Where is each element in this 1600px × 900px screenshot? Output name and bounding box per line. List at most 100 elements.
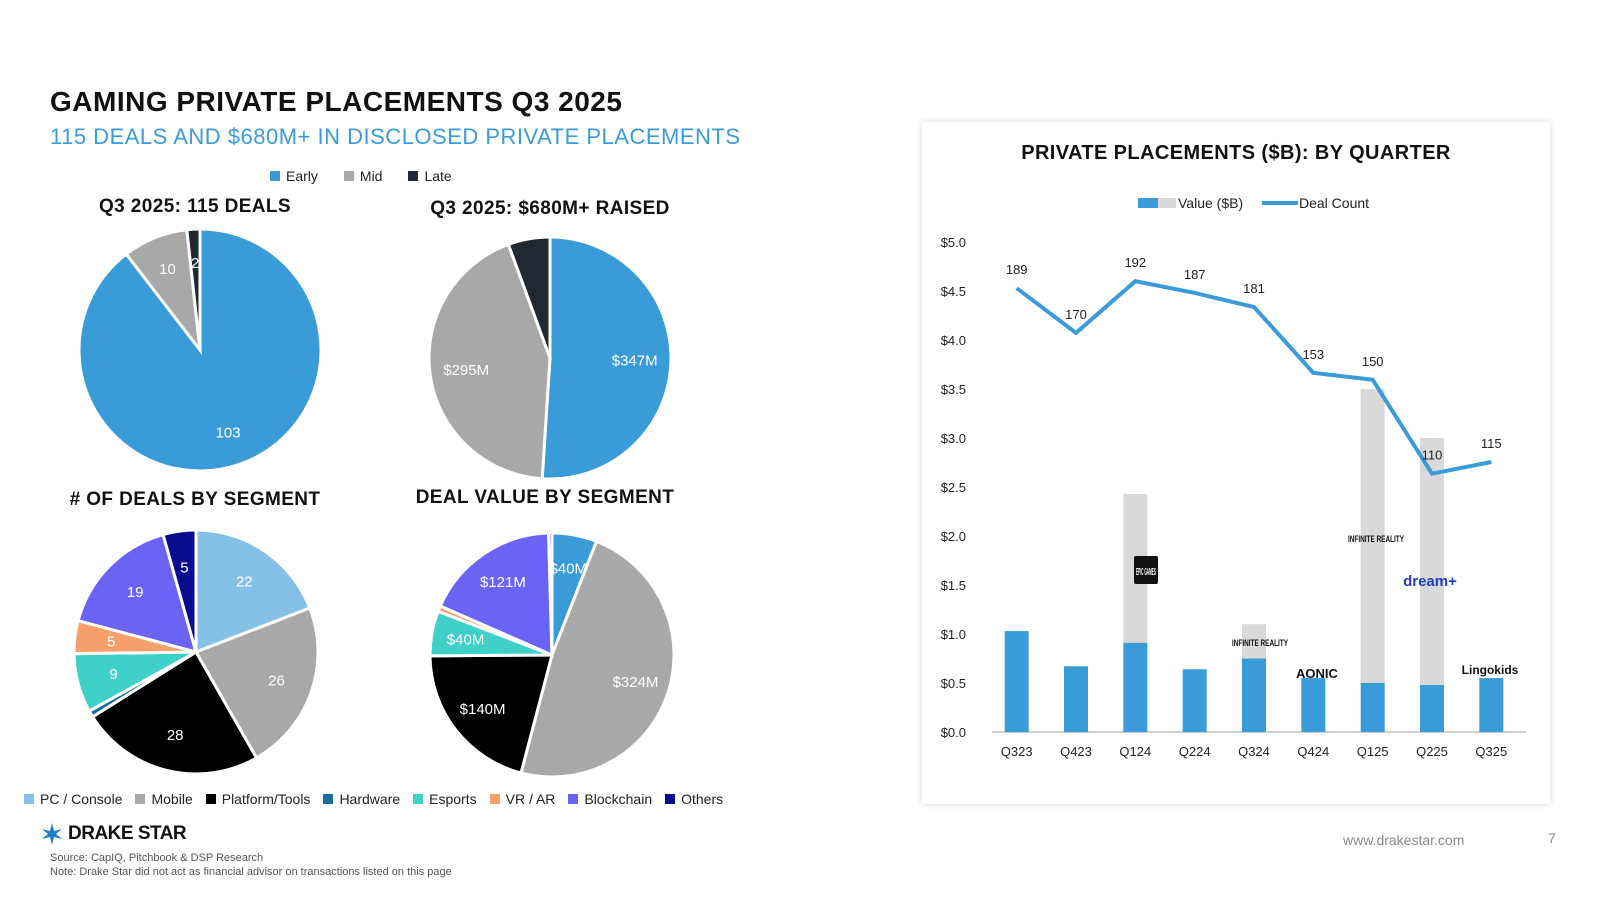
pie-stage-deals: 103 10 2 [77, 227, 323, 473]
deal-count-label: 170 [1065, 307, 1087, 322]
y-tick-label: $0.5 [941, 676, 966, 691]
bar-value-Q124 [1123, 642, 1148, 732]
pie-slice-label: 9 [109, 666, 117, 683]
legend-label: Hardware [339, 791, 401, 807]
pie-slice-label: 5 [107, 634, 115, 651]
legend-item-vr-ar: VR / AR [489, 791, 556, 807]
pie-slice-label: $121M [480, 574, 526, 591]
pie-slice-label: $324M [613, 674, 659, 691]
pie-slice-label: 103 [216, 425, 241, 442]
pie-title-deals: Q3 2025: 115 DEALS [98, 196, 292, 217]
y-tick-label: $2.5 [941, 480, 966, 495]
deal-count-label: 187 [1184, 267, 1206, 282]
legend-swatch-value-mega [1158, 198, 1176, 208]
page-number: 7 [1548, 830, 1556, 846]
bar-mega-Q125 [1360, 389, 1385, 683]
pie-segment-deals: 22 26 28 9 5 19 5 [72, 528, 320, 776]
legend-label: Mid [359, 168, 383, 184]
pie-slice [161, 528, 198, 653]
legend-swatch [24, 794, 34, 804]
pie-segment-value: $40M $324M $140M $40M $121M [428, 531, 676, 779]
y-tick-label: $2.0 [941, 529, 966, 544]
pie-slice [547, 531, 554, 656]
brand-name: DRAKE STAR [68, 823, 187, 844]
pie-slice-label: 22 [236, 574, 253, 591]
pie-slice [427, 242, 552, 481]
deal-count-label: 192 [1124, 255, 1146, 270]
legend-item-early: Early [270, 168, 318, 184]
legend-label: Late [424, 168, 452, 184]
y-tick-label: $3.0 [941, 431, 966, 446]
legend-item-pc-console: PC / Console [24, 791, 122, 807]
pie-slice [428, 653, 554, 775]
pie-slice-label: 10 [159, 261, 176, 278]
pie-slice-label: $140M [460, 701, 506, 718]
footer-note: Note: Drake Star did not act as financia… [50, 866, 452, 878]
pie-slice [76, 532, 199, 655]
bar-value-Q325 [1479, 678, 1504, 732]
legend-label: Platform/Tools [221, 791, 311, 807]
pie-slice [519, 539, 676, 779]
x-tick-label: Q124 [1119, 744, 1151, 759]
legend-swatch [413, 794, 424, 804]
pie-title-segment-value: DEAL VALUE BY SEGMENT [415, 487, 675, 508]
company-logos: EPIC GAMES INFINITE REALITY AONIC INFINI… [1134, 534, 1519, 681]
pie-title-segment-deals: # OF DEALS BY SEGMENT [69, 489, 321, 510]
legend-swatch [270, 171, 280, 181]
bar-mega-Q225 [1420, 438, 1444, 685]
y-tick-label: $5.0 [941, 235, 966, 250]
pie-slice-label: 28 [167, 727, 184, 744]
legend-swatch [343, 171, 354, 181]
bar-value-Q423 [1064, 666, 1088, 732]
segment-legend: PC / Console Mobile Platform/Tools Hardw… [24, 791, 723, 807]
legend-item-esports: Esports [413, 791, 477, 807]
deal-count-label: 115 [1481, 436, 1502, 451]
legend-item-hardware: Hardware [323, 791, 400, 807]
pie-slice-label: 19 [127, 584, 144, 601]
pie-slice [438, 531, 554, 658]
deal-count-label: 153 [1302, 347, 1324, 362]
legend-item-mobile: Mobile [135, 791, 193, 807]
page-subtitle: 115 DEALS AND $680M+ IN DISCLOSED PRIVAT… [50, 124, 741, 149]
epic-games-logo: EPIC GAMES [1134, 556, 1158, 584]
infinite-reality-logo-2: INFINITE REALITY [1348, 534, 1404, 544]
x-tick-label: Q125 [1357, 744, 1389, 759]
legend-item-late: Late [408, 168, 452, 184]
x-tick-label: Q323 [1001, 744, 1033, 759]
footer-source: Source: CapIQ, Pitchbook & DSP Research [50, 852, 264, 864]
legend-item-blockchain: Blockchain [568, 791, 652, 807]
pie-title-raised: Q3 2025: $680M+ RAISED [430, 198, 670, 219]
x-tick-label: Q325 [1475, 744, 1507, 759]
legend-label: VR / AR [505, 791, 556, 807]
svg-text:EPIC GAMES: EPIC GAMES [1136, 567, 1156, 578]
legend-label: PC / Console [40, 791, 123, 807]
pie-slice-label: 5 [180, 559, 188, 576]
legend-label: Esports [429, 791, 477, 807]
legend-swatch [489, 794, 500, 804]
pie-slice [185, 227, 202, 351]
legend-swatch [135, 794, 146, 804]
bar-value-Q125 [1360, 683, 1385, 732]
legend-label: Early [286, 168, 318, 184]
deal-count-label: 189 [1006, 262, 1028, 277]
brand: DRAKE STAR [40, 822, 187, 846]
legend-label: Blockchain [584, 791, 653, 807]
pie-slice-label: $40M [550, 561, 588, 578]
bar-value-Q323 [1004, 631, 1029, 732]
y-tick-label: $0.0 [941, 725, 966, 740]
legend-item-others: Others [665, 791, 723, 807]
pie-stage-raised: $347M $295M [427, 235, 673, 481]
deal-count-label: 150 [1362, 354, 1384, 369]
y-tick-label: $4.5 [941, 284, 966, 299]
x-tick-label: Q224 [1179, 744, 1211, 759]
svg-text:INFINITE REALITY: INFINITE REALITY [1232, 638, 1288, 648]
bar-mega-Q324 [1242, 624, 1266, 659]
lingokids-logo: Lingokids [1462, 663, 1519, 677]
x-axis: Q323 Q423 Q124 Q224 Q324 Q424 Q125 Q225 Q325 [1001, 744, 1507, 759]
bar-value-Q224 [1182, 669, 1207, 732]
footer-url[interactable]: www.drakestar.com [1343, 832, 1465, 848]
pie-slice [194, 528, 312, 655]
bar-chart-title: PRIVATE PLACEMENTS ($B): BY QUARTER [1021, 142, 1451, 164]
x-tick-label: Q424 [1297, 744, 1329, 759]
